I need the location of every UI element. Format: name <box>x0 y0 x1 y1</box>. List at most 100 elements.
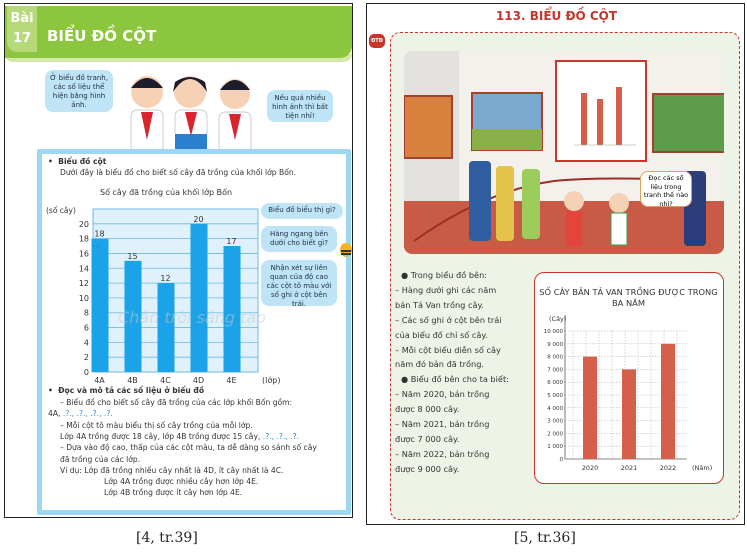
chart2-bar-chart: (Cây) 0 1 000 2 000 3 000 4 000 5 000 6 000 7 00… <box>544 315 712 472</box>
y-tick-label: 8 <box>84 309 89 318</box>
data-label: 18 <box>94 230 104 239</box>
bar-4A <box>91 238 109 372</box>
text-line: – Dựa vào độ cao, thấp của các cột màu, … <box>60 443 317 452</box>
gallery-scene <box>404 51 724 254</box>
section1-heading: • Biểu đồ cột <box>48 157 107 166</box>
x-tick-label: 2022 <box>660 464 677 472</box>
line-text: Lớp 4B trồng được ít cây hơn lớp 4E. <box>104 488 243 498</box>
kid-speech-bubble: Đọc các số liệu trong tranh thế nào nhỉ? <box>640 171 692 208</box>
text-line: đã trồng của các lớp. <box>60 455 140 464</box>
section1-heading-text: Biểu đồ cột <box>58 157 107 166</box>
y-tick-label: 0 <box>560 457 564 463</box>
x-tick-label: 2021 <box>621 464 638 472</box>
speech-bubble-left: Ở biểu đồ tranh, các số liệu thể hiện bằ… <box>45 70 113 112</box>
y-tick-label: 1 000 <box>547 444 563 450</box>
line-text: Lớp 4A trồng được nhiều cây hơn lớp 4E. <box>104 477 259 487</box>
bar-4E <box>223 246 241 372</box>
explanation-line: – Hàng dưới ghi các năm <box>395 284 497 295</box>
data-label: 20 <box>193 215 203 224</box>
section2-heading-text: Đọc và mô tả các số liệu ở biểu đồ <box>58 386 205 395</box>
x-tick-label: 4E <box>226 376 236 385</box>
data-label: 15 <box>127 252 137 261</box>
lesson-label: Bài <box>10 11 34 26</box>
line-text: 4A, <box>48 409 63 419</box>
section2-heading: • Đọc và mô tả các số liệu ở biểu đồ <box>48 386 205 395</box>
x-tick-label: 4A <box>94 376 105 385</box>
y-tick-label: 10 000 <box>544 329 564 335</box>
y-tick-label: 4 <box>84 338 89 347</box>
y-tick-label: 16 <box>79 249 89 258</box>
y-tick-label: 20 <box>79 220 89 229</box>
blank-placeholder: .?., .?., .?. <box>262 431 300 441</box>
y-tick-label: 2 <box>84 353 89 362</box>
data-label: 17 <box>226 237 236 246</box>
text-line: Lớp 4B trồng được ít cây hơn lớp 4E. <box>104 488 242 497</box>
watermark: Chân trời sáng tạo <box>118 308 266 327</box>
bar-2021 <box>622 369 636 459</box>
text-line: Ví dụ: Lớp đã trồng nhiều cây nhất là 4D… <box>60 466 283 475</box>
y-tick-label: 18 <box>79 235 89 244</box>
y-tick-label: 12 <box>79 279 89 288</box>
textbook-page-left: Bài 17 BIỂU ĐỒ CỘT Ở biểu đồ tranh, các s… <box>4 3 353 518</box>
lesson-title: BIỂU ĐỒ CỘT <box>47 27 157 45</box>
bee-icon <box>340 243 352 257</box>
y-tick-label: 8 000 <box>547 355 563 361</box>
text-line: – Biểu đồ cho biết số cây đã trồng của c… <box>60 398 292 407</box>
line-text: – Biểu đồ cho biết số cây đã trồng của c… <box>60 398 293 407</box>
blank-placeholder: .?., .?., .?., .?. <box>62 409 113 419</box>
page-title: 113. BIỂU ĐỒ CỘT <box>495 9 618 23</box>
bar-4D <box>190 223 208 372</box>
explanation-line: của biểu đồ chỉ số cây. <box>395 329 488 340</box>
x-tick-label: 4B <box>127 376 138 385</box>
x-tick-label: 4D <box>193 376 204 385</box>
line-text: đã trồng của các lớp. <box>60 454 141 464</box>
y-axis-label: (Cây) <box>549 315 566 323</box>
x-tick-label: 2020 <box>582 464 599 472</box>
y-tick-label: 14 <box>79 264 89 273</box>
bar-4B <box>124 260 142 372</box>
lesson-number: 17 <box>12 31 32 46</box>
text-line: Lớp 4A trồng được nhiều cây hơn lớp 4E. <box>104 477 258 486</box>
data-label: 12 <box>160 274 170 283</box>
explanation-line: ● Biểu đồ bên cho ta biết: <box>401 374 509 385</box>
explanation-line: được 8 000 cây. <box>395 404 460 415</box>
line-text: – Mỗi cột tô màu biểu thị số cây trồng c… <box>60 420 253 430</box>
content-box: • Biểu đồ cột Dưới đây là biểu đồ cho bi… <box>37 149 352 515</box>
y-tick-label: 9 000 <box>547 342 563 348</box>
line-text: – Dựa vào độ cao, thấp của các cột màu, … <box>60 443 317 453</box>
x-tick-label: 4C <box>160 376 171 385</box>
x-axis-label: (lớp) <box>262 375 280 385</box>
explanation-line: – Năm 2022, bản trồng <box>395 448 490 459</box>
y-tick-label: 0 <box>84 368 89 377</box>
bee-bubble-1: Biểu đồ biểu thị gì? <box>261 203 343 219</box>
explanation-line: – Các số ghi ở cột bên trái <box>395 314 502 325</box>
header-shadow <box>5 54 352 62</box>
gallery-illustration: Đọc các số liệu trong tranh thế nào nhỉ? <box>404 51 724 254</box>
y-tick-label: 7 000 <box>547 367 563 373</box>
badge-icon: ĐTĐ <box>369 34 385 48</box>
text-line: Lớp 4A trồng được 18 cây, lớp 4B trồng đ… <box>60 432 299 441</box>
explanation-line: năm đó bản đã trồng. <box>395 359 484 370</box>
bee-bubble-3: Nhận xét sự liên quan của độ cao các cột… <box>261 260 337 308</box>
explanation-line: được 9 000 cây. <box>395 463 460 474</box>
y-tick-label: 6 <box>84 324 89 333</box>
textbook-page-right: 113. BIỂU ĐỒ CỘT ĐTĐ Đọc các số liệu tro… <box>366 3 745 525</box>
explanation-line: – Năm 2020, bản trồng <box>395 389 490 400</box>
chart2-title: SỐ CÂY BẢN TẢ VAN TRỒNG ĐƯỢC TRONG BA NĂ… <box>539 287 718 308</box>
explanation-line: được 7 000 cây. <box>395 433 460 444</box>
line-text: Lớp 4A trồng được 18 cây, lớp 4B trồng đ… <box>60 431 263 441</box>
children-illustration <box>130 76 252 152</box>
explanation-line: – Năm 2021, bản trồng <box>395 419 490 429</box>
section1-intro: Dưới đây là biểu đồ cho biết số cây đã t… <box>60 168 297 177</box>
line-text: Ví dụ: Lớp đã trồng nhiều cây nhất là 4D… <box>60 465 284 475</box>
bar-2020 <box>583 356 597 459</box>
x-axis-label: (Năm) <box>692 464 712 472</box>
y-tick-label: 6 000 <box>547 380 563 386</box>
caption-left: [4, tr.39] <box>136 530 198 546</box>
text-line: – Mỗi cột tô màu biểu thị số cây trồng c… <box>60 421 253 430</box>
y-tick-label: 4 000 <box>547 406 563 412</box>
y-tick-label: 2 000 <box>547 431 563 437</box>
explanation-line: ● Trong biểu đồ bên: <box>401 270 488 280</box>
speech-bubble-right: Nếu quá nhiều hình ảnh thì bất tiện nhỉ! <box>267 90 333 122</box>
